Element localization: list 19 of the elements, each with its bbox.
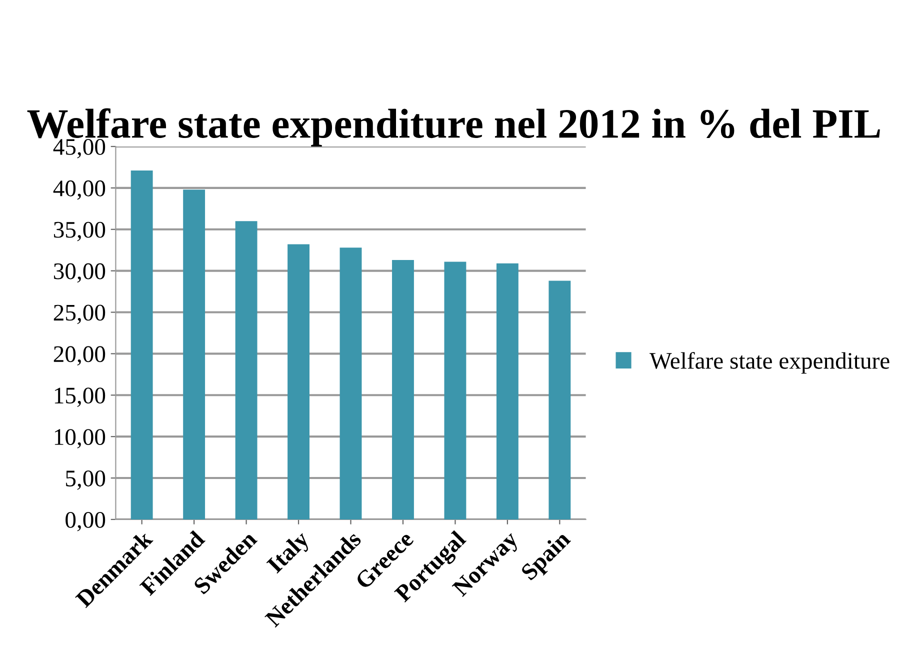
bar [288, 244, 310, 520]
y-tick-label: 5,00 [66, 470, 106, 490]
bar [235, 221, 258, 520]
y-tick-label: 20,00 [54, 346, 106, 366]
y-tick-label: 30,00 [54, 263, 106, 283]
bar [548, 280, 571, 520]
y-tick-label: 40,00 [53, 180, 106, 200]
y-tick-label: 35,00 [54, 222, 106, 242]
bar [130, 170, 153, 520]
bar [392, 260, 414, 520]
y-tick-label: 10,00 [54, 429, 106, 448]
bar [340, 248, 362, 520]
y-tick-label: 25,00 [54, 304, 106, 324]
legend-label: Welfare state expenditure [650, 352, 890, 374]
bar [496, 263, 518, 520]
bar [444, 262, 466, 520]
y-tick-label: 15,00 [54, 388, 106, 407]
y-tick-label: 0,00 [66, 512, 106, 532]
bar [183, 190, 206, 520]
